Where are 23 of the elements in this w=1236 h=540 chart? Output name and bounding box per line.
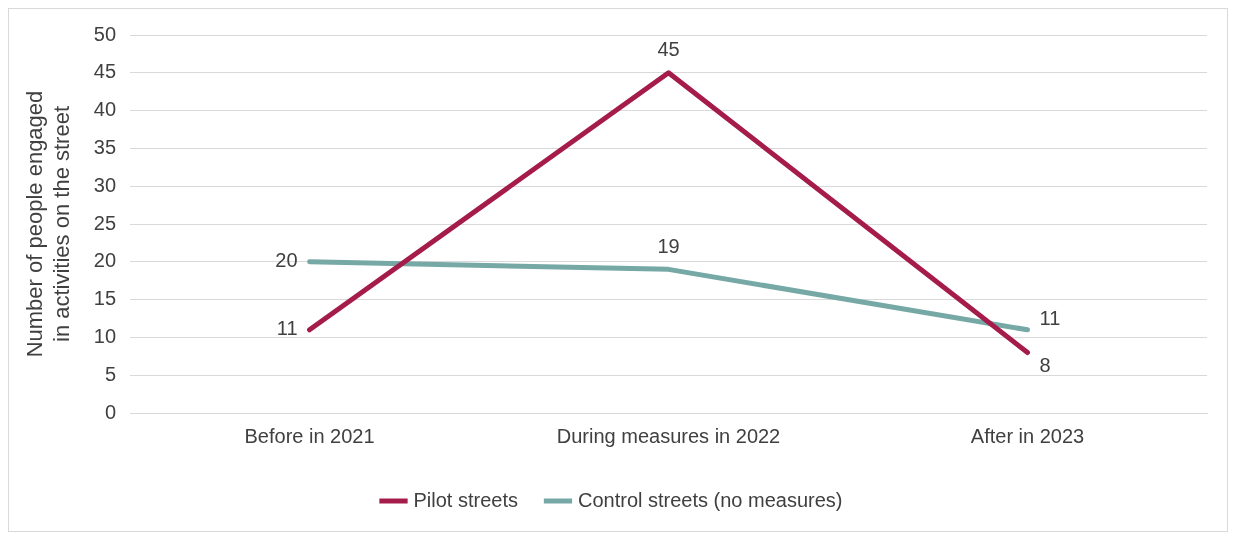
y-tick-label: 45 bbox=[93, 60, 117, 83]
x-tick-label: During measures in 2022 bbox=[556, 424, 781, 447]
legend-label: Control streets (no measures) bbox=[577, 488, 843, 511]
y-tick-label: 40 bbox=[93, 98, 117, 121]
data-label: 20 bbox=[275, 249, 298, 272]
y-tick-label: 5 bbox=[104, 362, 117, 385]
y-tick-label: 35 bbox=[93, 135, 117, 158]
x-tick-label: Before in 2021 bbox=[244, 424, 375, 447]
data-label: 45 bbox=[657, 38, 680, 61]
data-label: 11 bbox=[1039, 307, 1061, 330]
data-label: 19 bbox=[657, 234, 680, 257]
y-axis-title: Number of people engaged in activities on the street bbox=[22, 90, 74, 358]
y-tick-label: 20 bbox=[93, 249, 117, 272]
y-tick-label: 30 bbox=[93, 173, 117, 196]
data-label: 11 bbox=[276, 317, 298, 340]
y-tick-label: 0 bbox=[104, 400, 117, 423]
y-tick-label: 50 bbox=[93, 22, 117, 45]
y-tick-label: 25 bbox=[93, 211, 117, 234]
x-tick-label: After in 2023 bbox=[970, 424, 1085, 447]
data-label: 8 bbox=[1039, 354, 1051, 377]
legend-label: Pilot streets bbox=[413, 488, 518, 511]
y-tick-label: 15 bbox=[93, 287, 117, 310]
y-tick-label: 10 bbox=[93, 324, 117, 347]
